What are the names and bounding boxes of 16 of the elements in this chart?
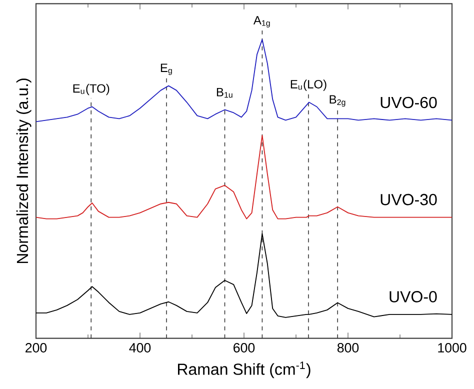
series-label: UVO-0 [390,291,437,302]
x-tick-label: 400 [129,343,151,352]
x-axis-title: Raman Shift (cm$^{-1}$) [178,362,310,378]
ref-line-label: A$_{1g}$ [253,16,270,28]
series-label: UVO-60 [380,96,437,108]
ref-line-label: B$_{1u}$ [216,88,232,98]
y-axis-title: Normalized Intensity (a.u.) [16,78,32,264]
ref-line-label: B$_{2g}$ [330,95,346,107]
ref-line-label: E$_{u}$(TO) [73,84,110,96]
x-tick-label: 200 [26,343,47,352]
x-tick-label: 600 [234,343,255,352]
series-label: UVO-30 [380,194,437,206]
x-tick-label: 800 [337,343,359,352]
ref-line-label: E$_{g}$ [160,64,172,75]
ref-line-label: E$_{u}$(LO) [290,80,326,91]
x-tick-label: 1000 [438,343,466,352]
